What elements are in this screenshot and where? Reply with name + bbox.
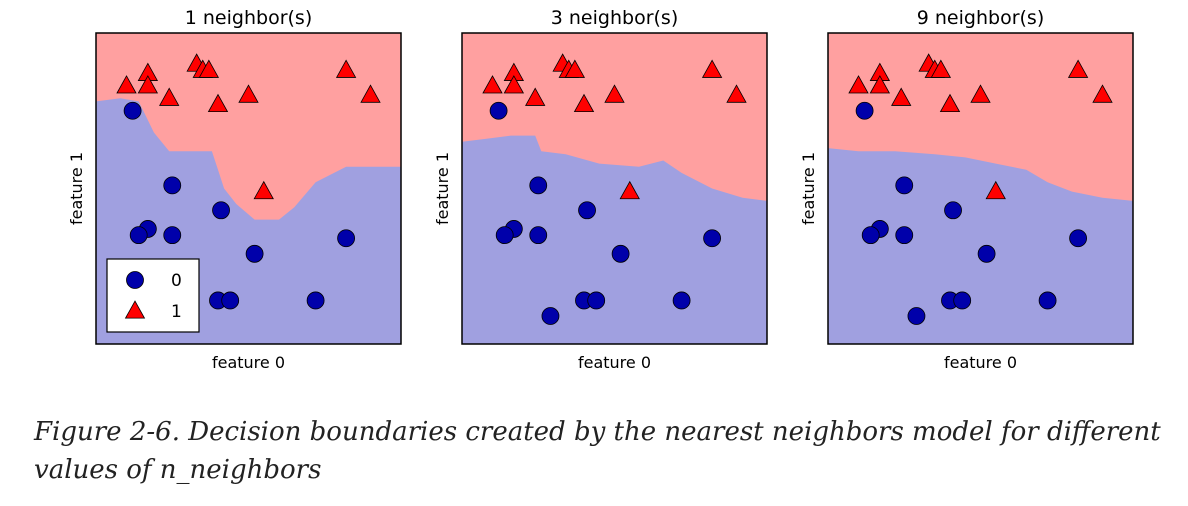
class-1-point-12: [726, 84, 747, 103]
y-axis-label: feature 1: [799, 152, 818, 225]
class-0-point-7: [245, 244, 264, 263]
class-1-point-1: [116, 75, 137, 94]
class-1-point-12: [360, 84, 381, 103]
class-1-point-10: [619, 180, 640, 200]
class-1-point-10: [985, 180, 1006, 200]
class-0-point-1: [489, 101, 508, 120]
class-1-point-11: [1067, 59, 1089, 78]
figure-caption: Figure 2-6. Decision boundaries created …: [34, 417, 1161, 485]
class-1-point-3: [503, 75, 525, 94]
class-1-point-8: [939, 93, 961, 113]
class-1-point-7: [564, 59, 586, 78]
legend-class-0-marker: [126, 271, 144, 289]
y-axis-label: feature 1: [433, 152, 452, 225]
class-1-point-7: [198, 59, 220, 78]
chart-panel-2: 3 neighbor(s) feature 0 feature 1: [433, 7, 768, 372]
chart-title: 3 neighbor(s): [551, 7, 678, 29]
class-1-point-4: [159, 87, 180, 106]
class-0-point-12: [541, 307, 560, 325]
x-axis-label: feature 0: [578, 353, 651, 372]
legend-box: [106, 258, 200, 333]
class-0-point-10: [221, 291, 240, 310]
class-1-point-12: [1092, 84, 1113, 103]
class-0-point-11: [1038, 291, 1057, 310]
axes-frame: [461, 32, 768, 345]
class-1-point-3: [137, 75, 159, 94]
class-0-point-12: [907, 307, 926, 325]
chart-title: 9 neighbor(s): [917, 7, 1044, 29]
legend-label-1: 1: [171, 302, 182, 322]
class-0-point-11: [672, 291, 691, 310]
class-0-point-5: [529, 226, 548, 245]
chart-title: 1 neighbor(s): [185, 7, 312, 29]
class-0-point-10: [953, 291, 972, 310]
x-axis-label: feature 0: [212, 353, 285, 372]
chart-panel-3: 9 neighbor(s) feature 0 feature 1: [799, 7, 1134, 372]
class-1-point-10: [253, 180, 274, 200]
class-0-point-8: [337, 229, 356, 248]
class-1-point-11: [701, 59, 723, 78]
class-1-point-1: [482, 75, 503, 94]
class-1-point-8: [207, 93, 229, 113]
class-0-point-6: [578, 201, 596, 220]
class-0-point-8: [1069, 229, 1087, 248]
class-1-point-1: [848, 75, 869, 94]
legend-label-0: 0: [171, 271, 182, 291]
class-0-point-1: [855, 101, 874, 120]
legend-class-1-marker: [124, 300, 146, 319]
axes-frame: [827, 32, 1134, 345]
class-0-point-10: [587, 291, 606, 310]
class-0-point-6: [944, 201, 962, 220]
class-1-point-9: [604, 84, 625, 103]
axes-frame: [95, 32, 402, 345]
class-0-point-2: [163, 176, 182, 195]
class-0-point-4: [129, 226, 148, 245]
class-0-point-2: [529, 176, 548, 195]
class-0-point-7: [977, 244, 996, 263]
class-0-point-4: [861, 226, 880, 245]
class-1-point-9: [238, 84, 259, 103]
legend: 01: [106, 258, 200, 333]
class-0-point-5: [163, 226, 182, 245]
class-1-point-8: [573, 93, 595, 113]
class-1-point-9: [970, 84, 991, 103]
class-0-point-8: [703, 229, 721, 248]
class-0-point-1: [123, 101, 142, 120]
class-0-point-6: [212, 201, 230, 220]
class-0-point-5: [895, 226, 914, 245]
x-axis-label: feature 0: [944, 353, 1017, 372]
class-0-point-7: [611, 244, 630, 263]
y-axis-label: feature 1: [67, 152, 86, 225]
class-1-point-11: [335, 59, 357, 78]
class-1-point-7: [930, 59, 952, 78]
class-0-point-2: [895, 176, 914, 195]
class-0-point-4: [495, 226, 514, 245]
class-1-point-3: [869, 75, 891, 94]
class-1-point-4: [525, 87, 546, 106]
class-0-region: [828, 148, 1133, 344]
class-1-point-4: [891, 87, 912, 106]
class-0-point-11: [306, 291, 325, 310]
